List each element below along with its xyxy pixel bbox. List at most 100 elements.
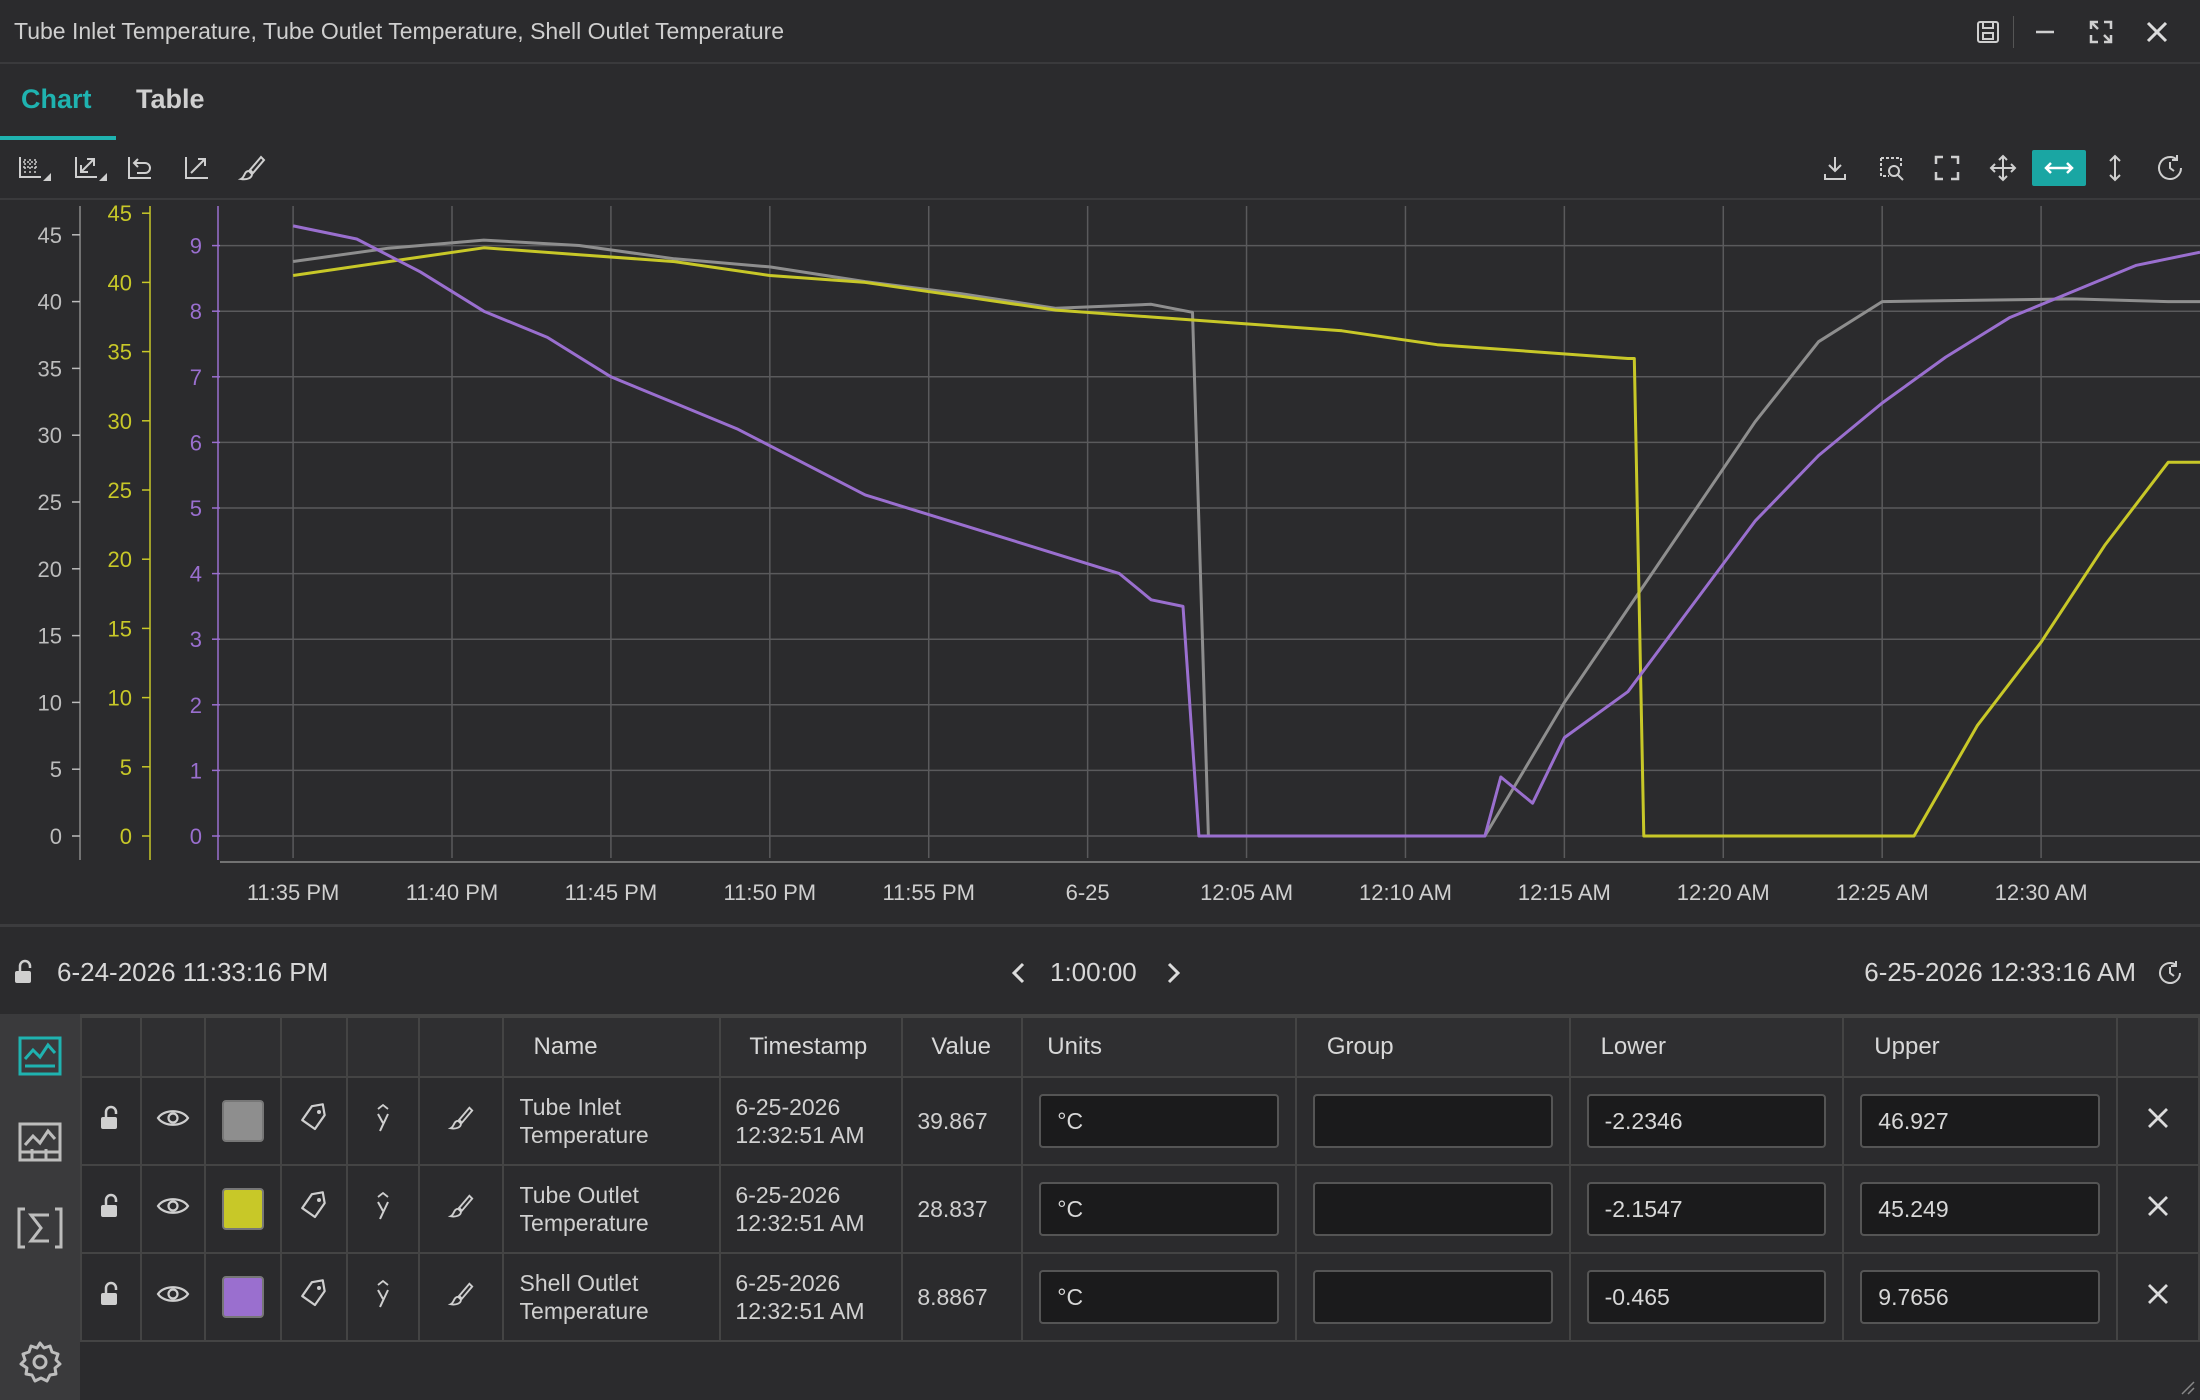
x-tick-label: 12:30 AM [1995, 880, 2088, 905]
x-tick-label: 11:45 PM [565, 880, 658, 905]
pan-x-icon[interactable] [2032, 150, 2086, 186]
pen-name-line2: Temperature [519, 1122, 649, 1148]
settings-gear-icon[interactable] [10, 1332, 70, 1392]
group-field[interactable] [1312, 1182, 1553, 1236]
resize-grip-icon[interactable] [2178, 1378, 2196, 1400]
lock-pen-icon[interactable] [80, 1164, 142, 1254]
pen-style-brush-icon[interactable] [417, 1164, 504, 1254]
tag-icon[interactable] [279, 1252, 348, 1342]
units-field[interactable]: °C [1039, 1094, 1279, 1148]
next-range-icon[interactable] [1162, 961, 1184, 990]
col-style [417, 1016, 504, 1078]
col-lower[interactable]: Lower [1568, 1016, 1845, 1078]
lock-pen-icon[interactable] [80, 1252, 142, 1342]
tab-chart[interactable]: Chart [21, 84, 92, 114]
previous-range-icon[interactable] [1008, 961, 1030, 990]
lock-range-icon[interactable] [12, 959, 38, 990]
upper-field[interactable]: 46.927 [1860, 1094, 2101, 1148]
axis-y-icon[interactable] [345, 1076, 420, 1166]
range-start[interactable]: 6-24-2026 11:33:16 PM [57, 957, 329, 987]
calculations-icon[interactable] [10, 1198, 70, 1258]
x-tick-label: 11:35 PM [247, 880, 340, 905]
col-name[interactable]: Name [501, 1016, 722, 1078]
timestamp-date: 6-25-2026 [735, 1094, 841, 1120]
range-refresh-icon[interactable] [2156, 959, 2184, 992]
lock-pen-icon[interactable] [80, 1076, 142, 1166]
range-duration[interactable]: 1:00:00 [1050, 957, 1137, 987]
axis-scale-icon[interactable] [68, 150, 112, 186]
outlet-axis-tick: 25 [108, 478, 132, 503]
outlet-axis-tick: 5 [120, 755, 132, 780]
col-value[interactable]: Value [901, 1016, 1024, 1078]
units-field[interactable]: °C [1039, 1270, 1279, 1324]
table-row[interactable]: Tube Inlet Temperature 6-25-2026 12:32:51 A… [80, 1076, 2200, 1166]
outlet-axis-tick: 45 [108, 201, 132, 226]
pens-icon[interactable] [10, 1026, 70, 1086]
tab-table[interactable]: Table [136, 84, 205, 114]
trend-chart[interactable]: 11:35 PM 11:40 PM 11:45 PM 11:50 PM 11:55 PM… [0, 198, 2200, 922]
group-field[interactable] [1312, 1270, 1553, 1324]
axis-y-icon[interactable] [345, 1164, 420, 1254]
axes-icon[interactable] [10, 1112, 70, 1172]
maximize-icon[interactable] [2081, 12, 2121, 52]
shell-axis-tick: 9 [190, 234, 202, 259]
shell-outlet-series-line [292, 224, 2200, 838]
shell-axis-tick: 3 [190, 627, 202, 652]
table-row[interactable]: Tube Outlet Temperature 6-25-2026 12:32:51 … [80, 1164, 2200, 1254]
table-row[interactable]: Shell Outlet Temperature 6-25-2026 12:32:51… [80, 1252, 2200, 1342]
brush-icon[interactable] [230, 150, 274, 186]
pen-style-brush-icon[interactable] [417, 1252, 504, 1342]
x-tick-label: 11:40 PM [406, 880, 499, 905]
pen-color-swatch[interactable] [203, 1252, 282, 1342]
visibility-eye-icon[interactable] [139, 1252, 206, 1342]
pen-style-brush-icon[interactable] [417, 1076, 504, 1166]
pen-timestamp: 6-25-2026 12:32:51 AM [719, 1252, 904, 1342]
visibility-eye-icon[interactable] [139, 1076, 206, 1166]
col-upper[interactable]: Upper [1842, 1016, 2119, 1078]
col-timestamp[interactable]: Timestamp [719, 1016, 904, 1078]
remove-pen-icon[interactable] [2116, 1252, 2200, 1342]
upper-field[interactable]: 45.249 [1860, 1182, 2101, 1236]
color-swatch[interactable] [221, 1276, 264, 1318]
upper-field[interactable]: 9.7656 [1860, 1270, 2101, 1324]
color-swatch[interactable] [221, 1100, 264, 1142]
visibility-eye-icon[interactable] [139, 1164, 206, 1254]
group-field[interactable] [1312, 1094, 1553, 1148]
tag-icon[interactable] [279, 1076, 348, 1166]
shell-axis-tick: 0 [190, 824, 202, 849]
zoom-select-icon[interactable] [1869, 150, 1913, 186]
chart-canvas[interactable]: 11:35 PM 11:40 PM 11:45 PM 11:50 PM 11:55 PM… [0, 200, 2200, 924]
live-refresh-icon[interactable] [2148, 150, 2192, 186]
remove-pen-icon[interactable] [2116, 1164, 2200, 1254]
outlet-axis-tick: 0 [120, 824, 132, 849]
timestamp-date: 6-25-2026 [735, 1270, 841, 1296]
save-icon[interactable] [1968, 12, 2008, 52]
range-end[interactable]: 6-25-2026 12:33:16 AM [1864, 957, 2136, 987]
pen-name: Tube Outlet Temperature [501, 1164, 722, 1254]
col-group[interactable]: Group [1294, 1016, 1571, 1078]
pen-color-swatch[interactable] [203, 1076, 282, 1166]
undo-zoom-icon[interactable] [118, 150, 162, 186]
fit-icon[interactable] [1925, 150, 1969, 186]
grid-options-icon[interactable] [12, 150, 56, 186]
col-units[interactable]: Units [1021, 1016, 1297, 1078]
lower-field[interactable]: -0.465 [1586, 1270, 1827, 1324]
axis-y-icon[interactable] [345, 1252, 420, 1342]
pan-y-icon[interactable] [2093, 150, 2137, 186]
color-swatch[interactable] [221, 1188, 264, 1230]
outlet-axis-tick: 35 [108, 340, 132, 365]
lower-field[interactable]: -2.1547 [1586, 1182, 1827, 1236]
tag-icon[interactable] [279, 1164, 348, 1254]
remove-pen-icon[interactable] [2116, 1076, 2200, 1166]
lower-field[interactable]: -2.2346 [1586, 1094, 1827, 1148]
pen-name-line1: Shell Outlet [519, 1270, 639, 1296]
minimize-icon[interactable] [2025, 12, 2065, 52]
pan-icon[interactable] [1981, 150, 2025, 186]
pen-color-swatch[interactable] [203, 1164, 282, 1254]
units-field[interactable]: °C [1039, 1182, 1279, 1236]
close-icon[interactable] [2137, 12, 2177, 52]
inlet-axis-tick: 10 [38, 690, 62, 715]
download-icon[interactable] [1813, 150, 1857, 186]
autoscale-icon[interactable] [175, 150, 219, 186]
title-bar: Tube Inlet Temperature, Tube Outlet Temp… [0, 0, 2200, 64]
